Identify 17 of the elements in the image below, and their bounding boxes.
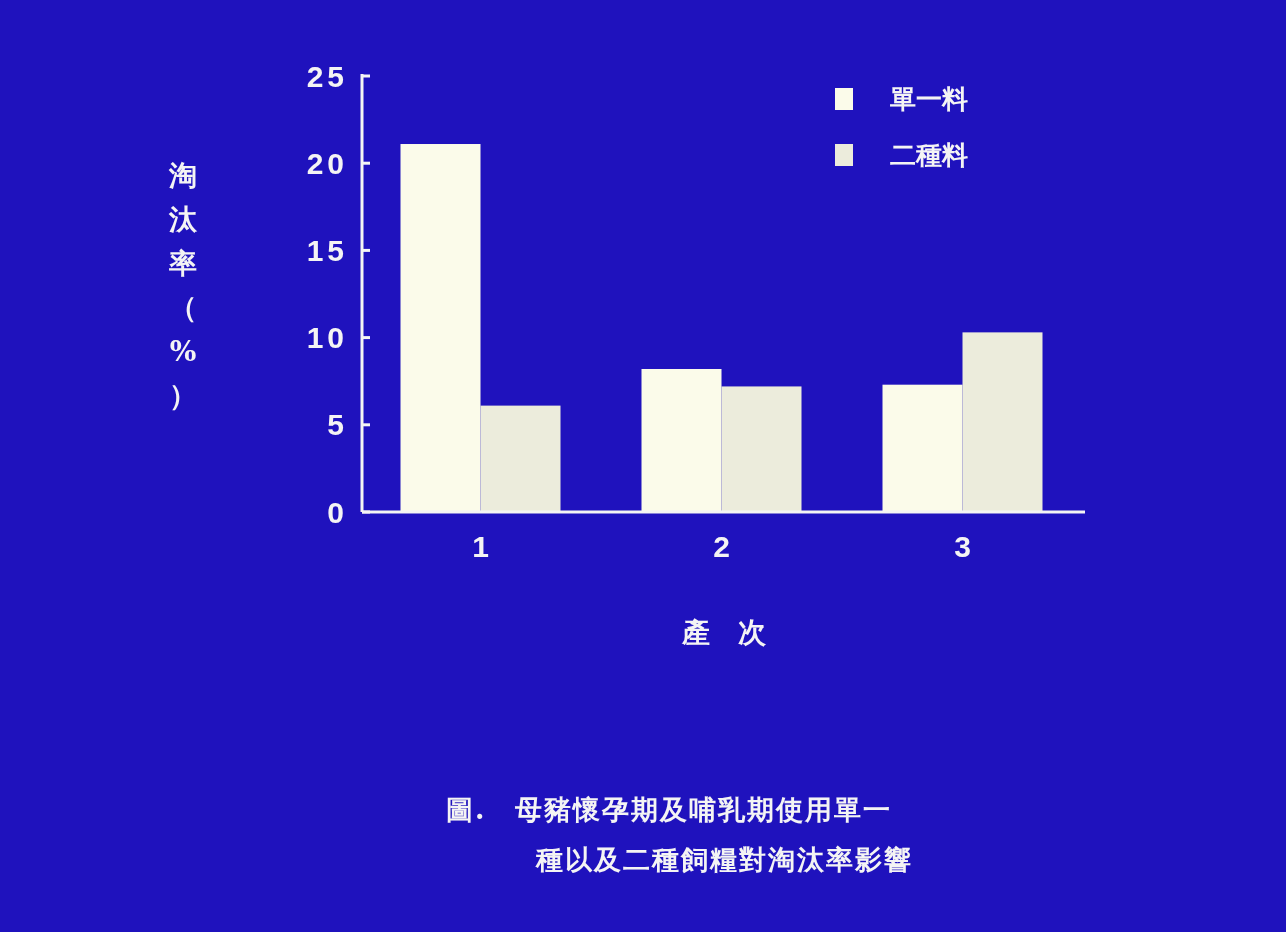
legend-label: 二種料 bbox=[890, 140, 968, 170]
y-tick-label: 15 bbox=[306, 233, 348, 267]
x-tick-label: 2 bbox=[713, 530, 730, 563]
y-tick-label: 25 bbox=[306, 59, 348, 93]
x-axis-title: 產 次 bbox=[680, 616, 767, 649]
bar bbox=[721, 386, 802, 512]
bar bbox=[480, 405, 561, 512]
y-tick-label: 5 bbox=[327, 408, 348, 442]
x-tick-label: 3 bbox=[954, 530, 971, 563]
y-tick-label: 20 bbox=[306, 146, 348, 180]
text: 圖. 母豬懷孕期及哺乳期使用單一種以及二種飼糧對淘汰率影響 bbox=[446, 793, 914, 877]
y-axis-title: 淘汰率（%） bbox=[168, 159, 198, 412]
x-tick-label: 1 bbox=[472, 530, 489, 563]
y-tick-label: 10 bbox=[306, 321, 348, 355]
legend-label: 單一料 bbox=[889, 84, 968, 114]
y-tick-label: 0 bbox=[327, 495, 348, 529]
bar bbox=[962, 332, 1043, 512]
